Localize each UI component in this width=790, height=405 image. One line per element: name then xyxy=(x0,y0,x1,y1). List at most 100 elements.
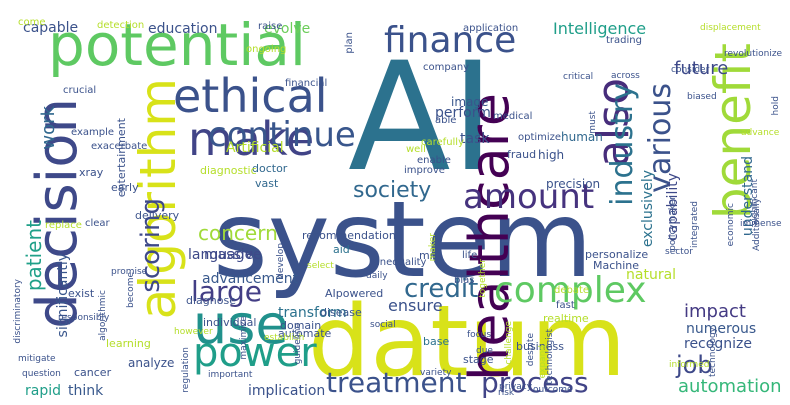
cloud-word: regulation xyxy=(181,347,191,393)
cloud-word: early xyxy=(111,181,139,194)
cloud-word: select xyxy=(307,261,334,271)
cloud-word: informed xyxy=(669,360,710,370)
cloud-word: disease xyxy=(320,306,362,319)
cloud-word: immense xyxy=(740,219,782,229)
cloud-word: plan xyxy=(344,32,355,54)
cloud-word: evolve xyxy=(264,21,311,37)
cloud-word: credit xyxy=(404,274,479,304)
cloud-word: well xyxy=(406,144,426,155)
cloud-word: society xyxy=(353,178,432,203)
cloud-word: must xyxy=(588,111,598,134)
cloud-word: recognize xyxy=(684,336,752,352)
cloud-word: hold xyxy=(771,96,781,116)
cloud-word: raise xyxy=(258,21,283,32)
cloud-word: use xyxy=(193,293,289,356)
cloud-word: technology xyxy=(708,327,718,377)
cloud-word: trading xyxy=(606,35,642,46)
cloud-word: algorithmic xyxy=(98,290,108,341)
cloud-word: analyze xyxy=(128,356,175,370)
cloud-word: amount xyxy=(463,177,595,217)
cloud-word: stage xyxy=(463,353,494,366)
cloud-word: base xyxy=(423,335,450,348)
cloud-word: discriminatory xyxy=(13,279,23,344)
cloud-word: mri xyxy=(419,249,438,262)
cloud-word: personalize xyxy=(585,248,649,261)
cloud-word: work xyxy=(38,106,59,150)
cloud-word: numerous xyxy=(686,321,757,337)
cloud-word: important xyxy=(208,370,253,380)
cloud-word: automation xyxy=(678,376,782,397)
cloud-word: sector xyxy=(665,247,693,257)
cloud-word: delivery xyxy=(135,209,180,222)
cloud-word: exist xyxy=(68,287,95,300)
cloud-word: across xyxy=(611,71,640,81)
cloud-word: become xyxy=(126,272,136,309)
cloud-word: maker xyxy=(428,233,438,262)
cloud-word: future xyxy=(674,58,729,79)
cloud-word: guideline xyxy=(293,323,303,365)
cloud-word: advance xyxy=(741,128,780,138)
cloud-word: variety xyxy=(420,368,452,378)
cloud-word: mitigate xyxy=(18,354,56,364)
cloud-word: doctor xyxy=(252,162,288,175)
cloud-word: patient xyxy=(22,220,46,292)
word-cloud: AI system datum potential decision healthcare… xyxy=(8,8,782,398)
cloud-word: massive xyxy=(204,247,262,263)
cloud-word: task xyxy=(460,131,490,147)
cloud-word: carefully xyxy=(421,137,465,148)
cloud-word: individual xyxy=(203,316,257,329)
cloud-word: system xyxy=(213,179,593,301)
cloud-word: risk xyxy=(498,388,515,398)
cloud-word: large xyxy=(191,275,262,308)
cloud-word: concern xyxy=(198,221,278,245)
cloud-word: responsibly xyxy=(58,313,110,323)
cloud-word: biased xyxy=(687,92,717,102)
cloud-word: able xyxy=(435,115,457,126)
cloud-word: diagnostic xyxy=(200,164,257,177)
cloud-word: advancement xyxy=(202,271,299,287)
cloud-word: process xyxy=(481,366,589,398)
cloud-word: xray xyxy=(79,166,104,179)
cloud-word: life xyxy=(462,250,478,261)
cloud-word: make xyxy=(188,112,315,166)
cloud-word: exclusively xyxy=(640,170,656,248)
cloud-word: develop xyxy=(276,243,286,279)
cloud-word: together xyxy=(478,259,488,298)
cloud-word: human xyxy=(561,130,603,144)
cloud-word: cancer xyxy=(74,366,112,379)
cloud-word: learning xyxy=(106,337,151,350)
cloud-word: Intelligence xyxy=(553,19,647,38)
cloud-word: question xyxy=(22,369,61,379)
cloud-word: perform xyxy=(435,105,491,121)
cloud-word: complex xyxy=(494,270,647,311)
cloud-word: enable xyxy=(417,155,451,166)
cloud-word: recommendation xyxy=(302,229,396,242)
cloud-word: debate xyxy=(554,285,590,296)
cloud-word: detection xyxy=(97,20,145,31)
cloud-word: finance xyxy=(384,20,517,61)
cloud-word: education xyxy=(148,21,218,37)
cloud-word: due xyxy=(476,346,493,356)
cloud-word: industry xyxy=(605,83,640,206)
cloud-word: economic xyxy=(726,203,736,247)
cloud-word: diagnose xyxy=(186,294,236,307)
cloud-word: daily xyxy=(366,271,388,281)
cloud-word: fast xyxy=(556,300,575,311)
cloud-word: treatment xyxy=(326,366,467,398)
cloud-word: establish xyxy=(264,333,305,343)
cloud-word: outcome xyxy=(533,385,573,395)
cloud-word: natural xyxy=(626,267,677,283)
cloud-word: rapid xyxy=(25,383,61,398)
cloud-word: vast xyxy=(255,177,279,190)
cloud-word: automate xyxy=(278,327,332,340)
cloud-word: example xyxy=(71,127,115,138)
cloud-word: capable xyxy=(23,20,79,36)
cloud-word: ongoing xyxy=(246,44,287,55)
cloud-word: exacerbate xyxy=(91,141,148,152)
cloud-word: realtime xyxy=(543,312,589,325)
cloud-word: technologist xyxy=(545,329,555,385)
cloud-word: displacement xyxy=(700,23,761,33)
cloud-word: datum xyxy=(308,285,627,398)
cloud-word: aid xyxy=(333,243,350,256)
cloud-word: impact xyxy=(684,301,746,322)
